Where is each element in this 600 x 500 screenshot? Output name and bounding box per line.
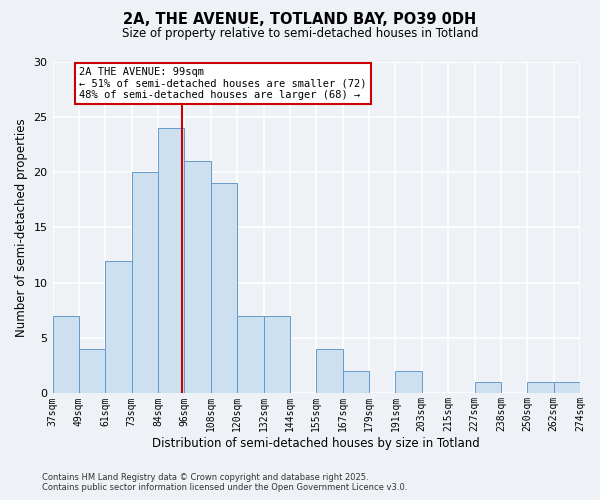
Bar (475, 382, 501, 394)
Bar (554, 382, 580, 394)
Bar (105, 260, 131, 394)
Bar (527, 382, 554, 394)
Bar (131, 172, 158, 394)
Bar (158, 128, 184, 394)
Bar (316, 349, 343, 394)
Bar (211, 183, 237, 394)
Text: Size of property relative to semi-detached houses in Totland: Size of property relative to semi-detach… (122, 28, 478, 40)
Text: 2A, THE AVENUE, TOTLAND BAY, PO39 0DH: 2A, THE AVENUE, TOTLAND BAY, PO39 0DH (124, 12, 476, 28)
Text: Contains HM Land Registry data © Crown copyright and database right 2025.
Contai: Contains HM Land Registry data © Crown c… (42, 473, 407, 492)
Bar (184, 161, 211, 394)
Bar (237, 316, 263, 394)
Bar (263, 316, 290, 394)
Text: 2A THE AVENUE: 99sqm
← 51% of semi-detached houses are smaller (72)
48% of semi-: 2A THE AVENUE: 99sqm ← 51% of semi-detac… (79, 67, 367, 100)
Y-axis label: Number of semi-detached properties: Number of semi-detached properties (15, 118, 28, 337)
Bar (395, 372, 422, 394)
X-axis label: Distribution of semi-detached houses by size in Totland: Distribution of semi-detached houses by … (152, 437, 480, 450)
Bar (343, 372, 369, 394)
Bar (53, 316, 79, 394)
Bar (79, 349, 105, 394)
